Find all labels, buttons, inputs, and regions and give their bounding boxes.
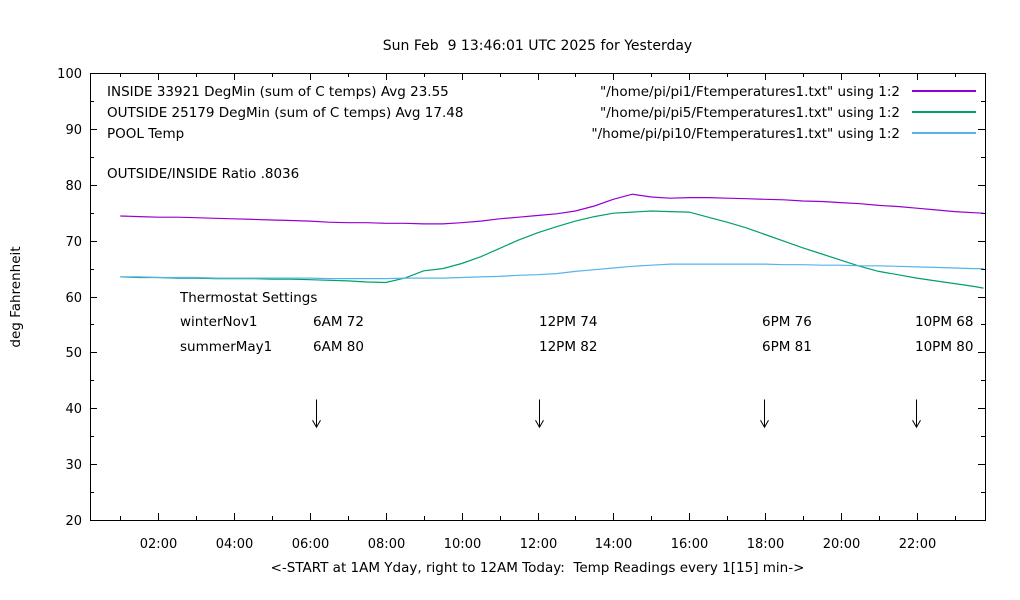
- thermostat-winter-12pm: 12PM 74: [539, 314, 598, 330]
- legend-label-pool: POOL Temp: [107, 126, 185, 142]
- series-line-pool: [120, 263, 984, 280]
- arrow-head-down: [535, 419, 544, 429]
- thermostat-summer-6pm: 6PM 81: [762, 339, 812, 355]
- thermostat-winter-10pm: 10PM 68: [915, 314, 974, 330]
- thermostat-settings-heading: Thermostat Settings: [180, 290, 318, 306]
- x-tick-label: 02:00: [140, 537, 177, 552]
- x-tick-label: 20:00: [823, 537, 860, 552]
- legend-file-pool: "/home/pi/pi10/Ftemperatures1.txt" using…: [591, 126, 900, 142]
- thermostat-summer-6am: 6AM 80: [313, 339, 364, 355]
- legend-line-sample-pool: [912, 132, 976, 134]
- y-tick-label: 30: [65, 458, 82, 473]
- thermostat-winter-6pm: 6PM 76: [762, 314, 812, 330]
- x-tick-label: 12:00: [520, 537, 557, 552]
- y-tick-label: 50: [65, 346, 82, 361]
- x-tick-label: 04:00: [216, 537, 253, 552]
- thermostat-summer-12pm: 12PM 82: [539, 339, 598, 355]
- legend-label-outside: OUTSIDE 25179 DegMin (sum of C temps) Av…: [107, 105, 464, 121]
- thermostat-winter-6am: 6AM 72: [313, 314, 364, 330]
- legend-file-outside: "/home/pi/pi5/Ftemperatures1.txt" using …: [600, 105, 900, 121]
- x-tick-label: 18:00: [747, 537, 784, 552]
- x-tick-label: 10:00: [444, 537, 481, 552]
- x-tick-label: 22:00: [899, 537, 936, 552]
- x-axis-label: <-START at 1AM Yday, right to 12AM Today…: [270, 560, 805, 576]
- thermostat-winter-name: winterNov1: [180, 314, 258, 330]
- y-tick-label: 90: [65, 123, 82, 138]
- y-tick-label: 20: [65, 514, 82, 529]
- legend-file-inside: "/home/pi/pi1/Ftemperatures1.txt" using …: [600, 84, 900, 100]
- y-tick-label: 70: [65, 235, 82, 250]
- y-axis-label: deg Fahrenheit: [8, 246, 24, 348]
- y-tick-label: 80: [65, 179, 82, 194]
- y-tick-label: 40: [65, 402, 82, 417]
- arrow-head-down: [760, 419, 769, 429]
- thermostat-summer-10pm: 10PM 80: [915, 339, 974, 355]
- y-tick-label: 100: [57, 67, 82, 82]
- arrow-head-down: [912, 419, 921, 429]
- x-tick-label: 08:00: [368, 537, 405, 552]
- y-tick-label: 60: [65, 291, 82, 306]
- thermostat-summer-name: summerMay1: [180, 339, 273, 355]
- legend-label-inside: INSIDE 33921 DegMin (sum of C temps) Avg…: [107, 84, 449, 100]
- chart-title: Sun Feb 9 13:46:01 UTC 2025 for Yesterda…: [382, 38, 693, 54]
- series-line-inside: [120, 193, 984, 225]
- x-tick-label: 06:00: [292, 537, 329, 552]
- legend-line-sample-outside: [912, 111, 976, 113]
- x-tick-label: 16:00: [671, 537, 708, 552]
- series-line-outside: [120, 210, 984, 289]
- x-tick-label: 14:00: [595, 537, 632, 552]
- outside-inside-ratio-text: OUTSIDE/INSIDE Ratio .8036: [107, 166, 300, 182]
- legend-line-sample-inside: [912, 90, 976, 92]
- arrow-head-down: [312, 419, 321, 429]
